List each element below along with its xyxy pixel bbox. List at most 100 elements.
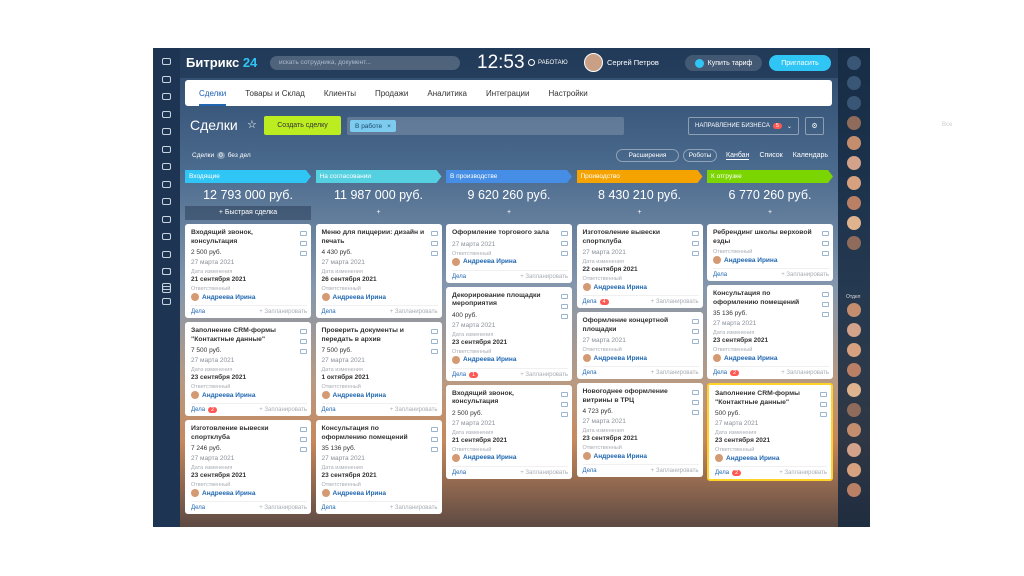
- card-icon[interactable]: [691, 231, 699, 236]
- deal-card[interactable]: Входящий звонок, консультация 2 500 руб. 2…: [446, 384, 572, 479]
- card-icon[interactable]: [430, 339, 438, 344]
- sidebar-avatar[interactable]: [847, 303, 861, 317]
- sidebar-avatar[interactable]: [847, 323, 861, 337]
- tasks-link[interactable]: Дела: [582, 370, 597, 376]
- nav-icon[interactable]: [162, 233, 171, 240]
- buy-button[interactable]: Купить тариф: [685, 55, 762, 71]
- deal-card[interactable]: Новогоднее оформление витрины в ТРЦ 4 723…: [576, 383, 703, 477]
- nav-icon[interactable]: [162, 93, 171, 100]
- card-icon[interactable]: [691, 241, 699, 246]
- plan-link[interactable]: + Запланировать: [650, 370, 699, 376]
- nav-icon[interactable]: [162, 250, 171, 258]
- deal-card[interactable]: Изготовление вывески спортклуба 7 246 руб…: [185, 420, 311, 514]
- plan-link[interactable]: + Запланировать: [389, 309, 438, 315]
- plan-link[interactable]: + Запланировать: [389, 505, 438, 511]
- nav-icon[interactable]: [162, 163, 171, 170]
- responsible[interactable]: Андреева Ирина: [191, 293, 295, 301]
- nav-icon[interactable]: [162, 198, 171, 205]
- responsible[interactable]: Андреева Ирина: [321, 489, 426, 497]
- sidebar-avatar[interactable]: [847, 363, 861, 377]
- favorite-star[interactable]: ☆: [247, 119, 257, 131]
- direction-button[interactable]: НАПРАВЛЕНИЕ БИЗНЕСА 5 ⌄: [688, 117, 799, 135]
- deal-card[interactable]: Консультация по оформлению помещений 35 1…: [707, 285, 833, 379]
- card-icon[interactable]: [691, 339, 699, 344]
- tasks-link[interactable]: Дела: [713, 370, 728, 376]
- responsible[interactable]: Андреева Ирина: [715, 454, 815, 462]
- plan-link[interactable]: + Запланировать: [259, 505, 307, 511]
- tab[interactable]: Настройки: [548, 88, 588, 98]
- card-icon[interactable]: [561, 303, 568, 309]
- sidebar-avatar[interactable]: [847, 96, 861, 110]
- nav-icon[interactable]: [162, 128, 171, 135]
- nav-icon[interactable]: [162, 298, 171, 305]
- tasks-link[interactable]: Дела: [321, 407, 336, 413]
- tasks-link[interactable]: Дела: [321, 309, 336, 315]
- tasks-link[interactable]: Дела: [321, 505, 336, 511]
- deal-card[interactable]: Меню для пиццерии: дизайн и печать 4 430 …: [315, 224, 442, 318]
- plan-link[interactable]: + Запланировать: [389, 407, 438, 413]
- card-icon[interactable]: [300, 447, 307, 452]
- tab[interactable]: Товары и Склад: [245, 88, 305, 98]
- nav-icon[interactable]: [162, 75, 171, 83]
- card-icon[interactable]: [822, 312, 829, 317]
- plan-link[interactable]: + Запланировать: [781, 370, 829, 376]
- plan-link[interactable]: + Запланировать: [520, 371, 568, 378]
- sidebar-avatar[interactable]: [847, 136, 861, 150]
- card-icon[interactable]: [561, 401, 568, 407]
- column-header[interactable]: К отгрузке: [707, 170, 833, 183]
- column-header[interactable]: В производстве: [446, 170, 572, 183]
- invite-button[interactable]: Пригласить: [769, 55, 831, 71]
- plan-link[interactable]: + Запланировать: [779, 470, 827, 476]
- card-icon[interactable]: [300, 231, 307, 236]
- sidebar-avatar[interactable]: [847, 423, 861, 437]
- card-icon[interactable]: [691, 390, 699, 395]
- deal-card[interactable]: Изготовление вывески спортклуба 27 марта …: [576, 224, 703, 308]
- card-icon[interactable]: [300, 241, 307, 246]
- card-icon[interactable]: [820, 392, 827, 397]
- card-icon[interactable]: [430, 447, 438, 452]
- card-icon[interactable]: [430, 329, 438, 334]
- sidebar-avatar[interactable]: [847, 196, 861, 210]
- card-icon[interactable]: [561, 293, 568, 299]
- tasks-link[interactable]: Дела: [191, 309, 206, 315]
- card-icon[interactable]: [822, 231, 829, 236]
- tasks-link[interactable]: Дела: [191, 505, 206, 511]
- responsible[interactable]: Андреева Ирина: [452, 453, 556, 462]
- plan-link[interactable]: + Запланировать: [650, 468, 699, 474]
- sidebar-avatar[interactable]: [847, 76, 861, 90]
- tasks-link[interactable]: Дела: [452, 371, 467, 378]
- sidebar-avatar[interactable]: [847, 343, 861, 357]
- card-icon[interactable]: [691, 400, 699, 405]
- nav-icon[interactable]: [162, 283, 171, 290]
- sidebar-avatar[interactable]: [847, 443, 861, 457]
- card-icon[interactable]: [300, 251, 307, 256]
- tasks-link[interactable]: Дела: [191, 407, 206, 413]
- card-icon[interactable]: [430, 241, 438, 246]
- tasks-link[interactable]: Дела: [715, 470, 730, 476]
- card-icon[interactable]: [691, 251, 699, 256]
- sidebar-avatar[interactable]: [847, 236, 861, 250]
- tasks-link[interactable]: Дела: [452, 273, 467, 280]
- sidebar-avatar[interactable]: [847, 156, 861, 170]
- card-icon[interactable]: [430, 427, 438, 432]
- responsible[interactable]: Андреева Ирина: [713, 354, 817, 362]
- nav-icon[interactable]: [162, 145, 171, 153]
- deal-card[interactable]: Ребрендинг школы верховой езды Ответствен…: [707, 224, 833, 281]
- user-avatar[interactable]: [584, 53, 603, 72]
- card-icon[interactable]: [300, 427, 307, 432]
- card-icon[interactable]: [561, 391, 568, 397]
- tab[interactable]: Интеграции: [485, 88, 530, 98]
- deal-card[interactable]: Оформление концертной площадки 27 марта 2…: [576, 312, 703, 379]
- card-icon[interactable]: [300, 339, 307, 344]
- sidebar-avatar[interactable]: [847, 483, 861, 497]
- robots-button[interactable]: Роботы: [683, 149, 717, 162]
- sidebar-avatar[interactable]: [847, 116, 861, 130]
- add-deal[interactable]: + Быстрая сделка: [185, 206, 311, 220]
- add-deal[interactable]: +: [767, 209, 773, 216]
- tasks-link[interactable]: Дела: [582, 468, 597, 474]
- nav-icon[interactable]: [162, 180, 171, 188]
- card-icon[interactable]: [300, 329, 307, 334]
- view-option[interactable]: Список: [759, 152, 783, 159]
- plan-link[interactable]: + Запланировать: [650, 299, 699, 305]
- card-icon[interactable]: [822, 302, 829, 307]
